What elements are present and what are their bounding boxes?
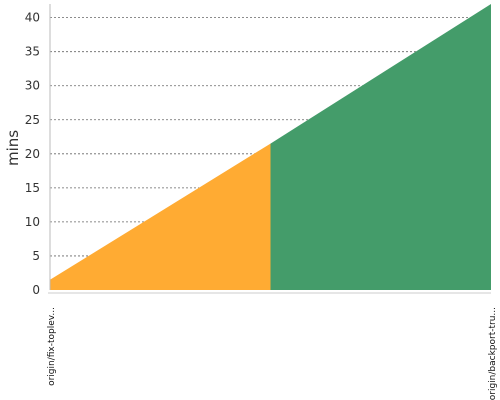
area-series-1 [50, 143, 271, 290]
y-tick-label: 10 [25, 215, 40, 229]
y-tick-label: 35 [25, 45, 40, 59]
area-series-2 [270, 4, 491, 290]
y-tick-label: 40 [25, 11, 40, 25]
y-tick-label: 5 [32, 249, 40, 263]
area-series-group [50, 4, 491, 290]
x-tick-label: origin/fix-toplev... [47, 307, 57, 386]
y-tick-label: 15 [25, 181, 40, 195]
axes [48, 4, 491, 294]
y-tick-label: 25 [25, 113, 40, 127]
y-tick-label: 0 [32, 283, 40, 297]
x-tick-label: origin/backport-tru... [488, 307, 498, 400]
y-axis-label: mins [4, 130, 22, 166]
y-tick-label: 30 [25, 79, 40, 93]
y-tick-label: 20 [25, 147, 40, 161]
tick-labels: 0 5 10 15 20 25 30 35 40 origin/fix-toplev... orig… [25, 11, 498, 400]
